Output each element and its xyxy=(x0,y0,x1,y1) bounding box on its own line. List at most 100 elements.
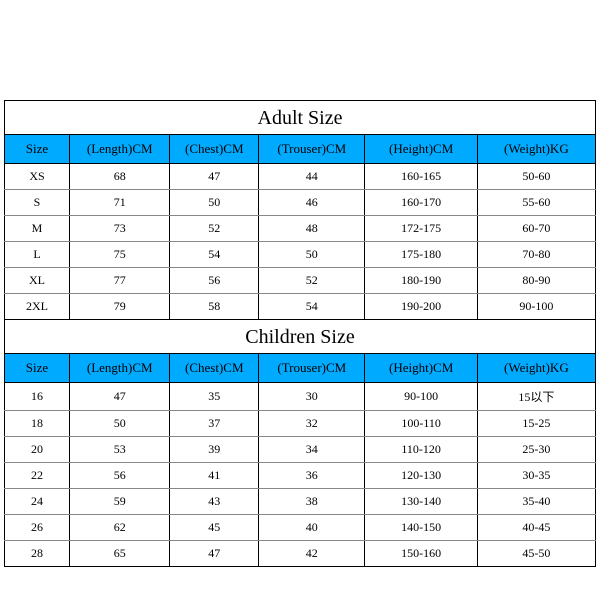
cell: 58 xyxy=(170,294,259,320)
cell: 150-160 xyxy=(365,541,477,567)
cell: 36 xyxy=(259,463,365,489)
cell: 60-70 xyxy=(477,216,595,242)
cell: 110-120 xyxy=(365,437,477,463)
table-row: 20 53 39 34 110-120 25-30 xyxy=(5,437,596,463)
cell: 71 xyxy=(70,190,170,216)
cell: 68 xyxy=(70,164,170,190)
cell: 22 xyxy=(5,463,70,489)
cell: 39 xyxy=(170,437,259,463)
adult-size-table: Adult Size Size (Length)CM (Chest)CM (Tr… xyxy=(4,100,596,567)
cell: 44 xyxy=(259,164,365,190)
table-row: 24 59 43 38 130-140 35-40 xyxy=(5,489,596,515)
col-trouser: (Trouser)CM xyxy=(259,354,365,383)
cell: 50 xyxy=(170,190,259,216)
cell: 18 xyxy=(5,411,70,437)
cell: 52 xyxy=(259,268,365,294)
cell: 2XL xyxy=(5,294,70,320)
cell: 37 xyxy=(170,411,259,437)
cell: 73 xyxy=(70,216,170,242)
col-length: (Length)CM xyxy=(70,135,170,164)
col-size: Size xyxy=(5,354,70,383)
col-weight: (Weight)KG xyxy=(477,135,595,164)
children-header-row: Size (Length)CM (Chest)CM (Trouser)CM (H… xyxy=(5,354,596,383)
cell: XL xyxy=(5,268,70,294)
cell: 47 xyxy=(70,383,170,411)
cell: 54 xyxy=(259,294,365,320)
cell: 28 xyxy=(5,541,70,567)
cell: 30-35 xyxy=(477,463,595,489)
cell: 48 xyxy=(259,216,365,242)
cell: 30 xyxy=(259,383,365,411)
cell: 65 xyxy=(70,541,170,567)
children-title: Children Size xyxy=(5,320,596,354)
col-weight: (Weight)KG xyxy=(477,354,595,383)
cell: 172-175 xyxy=(365,216,477,242)
cell: 50 xyxy=(259,242,365,268)
cell: S xyxy=(5,190,70,216)
cell: M xyxy=(5,216,70,242)
cell: 54 xyxy=(170,242,259,268)
table-row: S 71 50 46 160-170 55-60 xyxy=(5,190,596,216)
col-chest: (Chest)CM xyxy=(170,135,259,164)
cell: 47 xyxy=(170,541,259,567)
cell: 20 xyxy=(5,437,70,463)
cell: 42 xyxy=(259,541,365,567)
cell: 90-100 xyxy=(477,294,595,320)
col-trouser: (Trouser)CM xyxy=(259,135,365,164)
cell: 80-90 xyxy=(477,268,595,294)
cell: 41 xyxy=(170,463,259,489)
cell: XS xyxy=(5,164,70,190)
cell: 15-25 xyxy=(477,411,595,437)
cell: L xyxy=(5,242,70,268)
cell: 53 xyxy=(70,437,170,463)
cell: 24 xyxy=(5,489,70,515)
cell: 45-50 xyxy=(477,541,595,567)
cell: 35-40 xyxy=(477,489,595,515)
cell: 47 xyxy=(170,164,259,190)
children-title-row: Children Size xyxy=(5,320,596,354)
cell: 120-130 xyxy=(365,463,477,489)
cell: 190-200 xyxy=(365,294,477,320)
cell: 43 xyxy=(170,489,259,515)
cell: 40-45 xyxy=(477,515,595,541)
table-row: M 73 52 48 172-175 60-70 xyxy=(5,216,596,242)
cell: 77 xyxy=(70,268,170,294)
cell: 160-165 xyxy=(365,164,477,190)
cell: 56 xyxy=(70,463,170,489)
cell: 34 xyxy=(259,437,365,463)
cell: 50 xyxy=(70,411,170,437)
col-length: (Length)CM xyxy=(70,354,170,383)
cell: 45 xyxy=(170,515,259,541)
cell: 175-180 xyxy=(365,242,477,268)
col-height: (Height)CM xyxy=(365,135,477,164)
col-size: Size xyxy=(5,135,70,164)
table-row: 2XL 79 58 54 190-200 90-100 xyxy=(5,294,596,320)
table-row: 26 62 45 40 140-150 40-45 xyxy=(5,515,596,541)
cell: 16 xyxy=(5,383,70,411)
cell: 46 xyxy=(259,190,365,216)
cell: 62 xyxy=(70,515,170,541)
cell: 75 xyxy=(70,242,170,268)
table-row: 28 65 47 42 150-160 45-50 xyxy=(5,541,596,567)
adult-title: Adult Size xyxy=(5,101,596,135)
cell: 50-60 xyxy=(477,164,595,190)
cell: 38 xyxy=(259,489,365,515)
table-row: 18 50 37 32 100-110 15-25 xyxy=(5,411,596,437)
cell: 55-60 xyxy=(477,190,595,216)
cell: 15以下 xyxy=(477,383,595,411)
cell: 40 xyxy=(259,515,365,541)
cell: 25-30 xyxy=(477,437,595,463)
col-chest: (Chest)CM xyxy=(170,354,259,383)
cell: 180-190 xyxy=(365,268,477,294)
table-row: 16 47 35 30 90-100 15以下 xyxy=(5,383,596,411)
adult-title-row: Adult Size xyxy=(5,101,596,135)
table-row: 22 56 41 36 120-130 30-35 xyxy=(5,463,596,489)
cell: 52 xyxy=(170,216,259,242)
col-height: (Height)CM xyxy=(365,354,477,383)
cell: 130-140 xyxy=(365,489,477,515)
table-row: L 75 54 50 175-180 70-80 xyxy=(5,242,596,268)
size-chart-container: Adult Size Size (Length)CM (Chest)CM (Tr… xyxy=(0,0,600,600)
cell: 100-110 xyxy=(365,411,477,437)
cell: 26 xyxy=(5,515,70,541)
table-row: XL 77 56 52 180-190 80-90 xyxy=(5,268,596,294)
